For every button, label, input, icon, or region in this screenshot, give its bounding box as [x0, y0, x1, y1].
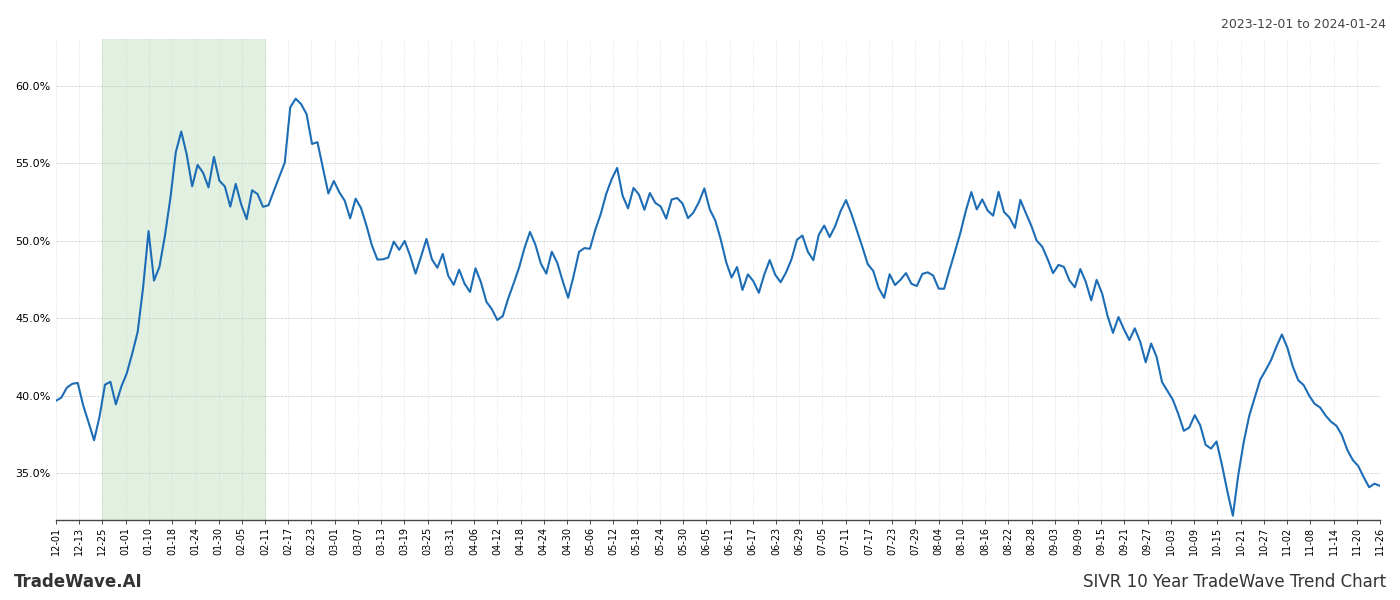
Text: SIVR 10 Year TradeWave Trend Chart: SIVR 10 Year TradeWave Trend Chart	[1082, 573, 1386, 591]
Text: 2023-12-01 to 2024-01-24: 2023-12-01 to 2024-01-24	[1221, 18, 1386, 31]
Text: TradeWave.AI: TradeWave.AI	[14, 573, 143, 591]
Bar	[102, 39, 265, 520]
